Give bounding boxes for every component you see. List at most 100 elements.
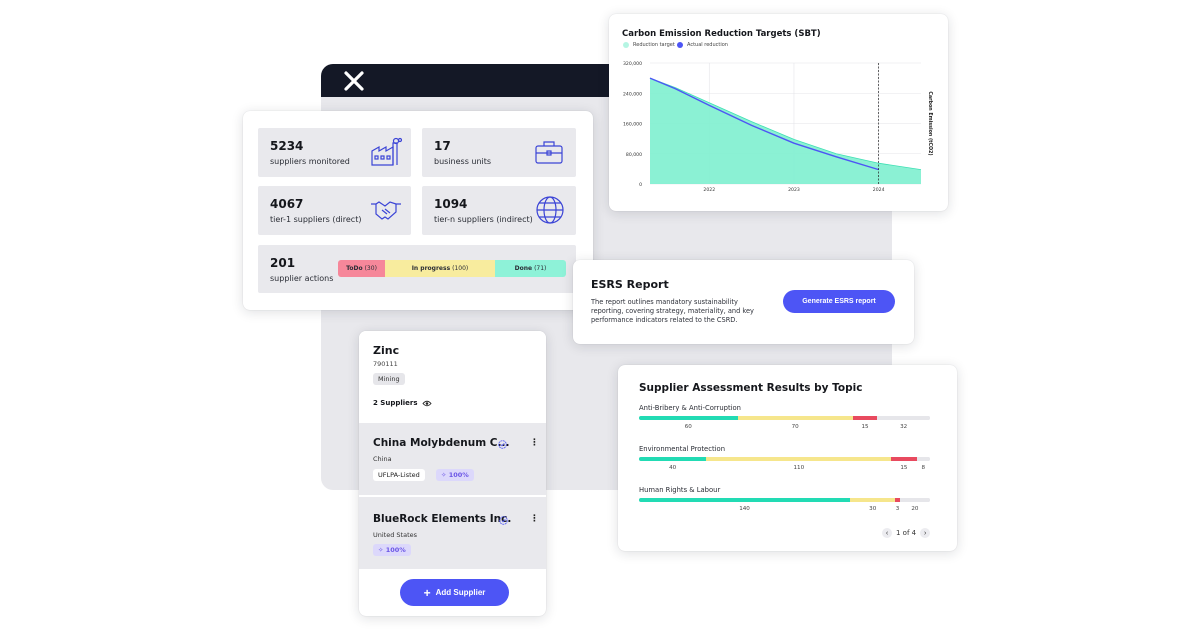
topic-segment-value: 15 xyxy=(900,465,908,471)
topic-segment-value: 15 xyxy=(861,424,869,430)
topic-segment-value: 40 xyxy=(669,465,677,471)
legend-item-actual-reduction: Actual reduction xyxy=(677,42,728,48)
stat-tiern-suppliers[interactable]: 1094 tier-n suppliers (indirect) xyxy=(422,186,576,235)
handshake-icon xyxy=(371,201,401,220)
topic-segment-value: 32 xyxy=(900,424,908,430)
topic-bar-segment xyxy=(639,498,851,502)
in-progress-segment[interactable]: In progress (100) xyxy=(385,260,495,277)
score-value: 100% xyxy=(385,546,406,554)
in-progress-count: (100) xyxy=(452,265,469,272)
legend-item-reduction-target: Reduction target xyxy=(623,42,675,48)
stat-value: 4067 xyxy=(270,197,304,211)
score-badge: ✧ 100% xyxy=(373,544,411,556)
topic-segment-value: 8 xyxy=(921,465,926,471)
x-tick-label: 2023 xyxy=(788,187,800,193)
legend-swatch xyxy=(623,42,629,48)
legend-label: Reduction target xyxy=(633,42,675,48)
x-tick-label: 2022 xyxy=(703,187,715,193)
topic-bar-segment xyxy=(737,416,853,420)
topic-segment-value: 60 xyxy=(684,424,692,430)
topic-bar-segment xyxy=(899,498,930,502)
stat-suppliers-monitored[interactable]: 5234 suppliers monitored xyxy=(258,128,411,177)
stat-value: 201 xyxy=(270,256,296,270)
page-indicator: 1 of 4 xyxy=(896,529,917,537)
topic-label: Human Rights & Labour xyxy=(639,486,721,494)
esrs-report-card: ESRS Report The report outlines mandator… xyxy=(573,260,914,344)
category-tag: Mining xyxy=(373,373,405,385)
todo-count: (30) xyxy=(364,265,377,272)
done-count: (71) xyxy=(534,265,547,272)
briefcase-icon xyxy=(535,141,563,164)
stat-supplier-actions[interactable]: 201 supplier actions ToDo (30) In progres… xyxy=(258,245,576,293)
topic-label: Anti-Bribery & Anti-Corruption xyxy=(639,404,741,412)
todo-label: ToDo xyxy=(346,265,363,272)
todo-segment[interactable]: ToDo (30) xyxy=(338,260,385,277)
assessment-results-card: Supplier Assessment Results by Topic Ant… xyxy=(618,365,957,551)
supplier-count[interactable]: 2 Suppliers xyxy=(373,399,432,407)
done-segment[interactable]: Done (71) xyxy=(495,260,566,277)
legend-label: Actual reduction xyxy=(687,42,728,48)
supplier-row[interactable]: China Molybdenum C... ⋮ China UFLPA-List… xyxy=(359,423,546,495)
stat-label: suppliers monitored xyxy=(270,157,350,166)
more-options-icon[interactable]: ⋮ xyxy=(530,438,539,448)
supplier-name: China Molybdenum C... xyxy=(373,437,510,449)
topic-label: Environmental Protection xyxy=(639,445,725,453)
topic-segment-value: 30 xyxy=(869,506,877,512)
topic-bar[interactable] xyxy=(639,457,930,461)
add-supplier-button[interactable]: + Add Supplier xyxy=(400,579,509,606)
topic-bar-segment xyxy=(852,416,878,420)
in-progress-label: In progress xyxy=(411,265,451,272)
chart-title: Carbon Emission Reduction Targets (SBT) xyxy=(622,29,821,39)
verified-icon xyxy=(499,516,508,525)
score-value: 100% xyxy=(448,471,469,479)
topic-bar-segment xyxy=(895,498,900,502)
eye-icon xyxy=(421,400,432,406)
topic-bar[interactable] xyxy=(639,416,930,420)
topic-bar-segment xyxy=(877,416,930,420)
stat-tier1-suppliers[interactable]: 4067 tier-1 suppliers (direct) xyxy=(258,186,411,235)
topic-segment-value: 3 xyxy=(895,506,900,512)
y-tick-label: 240,000 xyxy=(623,91,642,97)
supplier-country: China xyxy=(373,455,392,463)
stat-business-units[interactable]: 17 business units xyxy=(422,128,576,177)
supplier-country: United States xyxy=(373,531,418,539)
more-options-icon[interactable]: ⋮ xyxy=(530,514,539,524)
legend-swatch xyxy=(677,42,683,48)
x-tick-label: 2024 xyxy=(873,187,885,193)
topic-bar-segment xyxy=(891,457,917,461)
stat-value: 5234 xyxy=(270,139,304,153)
previous-page-button[interactable]: ‹ xyxy=(882,528,892,538)
globe-icon xyxy=(536,196,564,224)
esrs-title: ESRS Report xyxy=(591,278,669,291)
stats-card: 5234 suppliers monitored 17 business uni… xyxy=(243,111,593,310)
topic-bar[interactable] xyxy=(639,498,930,502)
add-supplier-label: Add Supplier xyxy=(435,588,486,597)
pagination: ‹ 1 of 4 › xyxy=(882,528,931,538)
topic-bar-segment xyxy=(706,457,892,461)
y-tick-label: 0 xyxy=(639,182,642,188)
stat-label: supplier actions xyxy=(270,274,334,283)
topic-segment-value: 20 xyxy=(911,506,919,512)
topic-bar-segment xyxy=(639,416,738,420)
y-axis-label: Carbon Emission (tCO2) xyxy=(927,91,933,155)
plus-icon: + xyxy=(423,585,431,600)
y-tick-label: 80,000 xyxy=(626,152,642,158)
supplier-row[interactable]: BlueRock Elements Inc. ⋮ United States ✧… xyxy=(359,497,546,569)
factory-icon xyxy=(371,137,402,166)
material-header: Zinc 790111 Mining 2 Suppliers xyxy=(359,331,546,423)
next-page-button[interactable]: › xyxy=(920,528,931,538)
score-badge: ✧ 100% xyxy=(436,469,474,481)
material-name: Zinc xyxy=(373,344,400,357)
uflpa-tag: UFLPA-Listed xyxy=(373,469,425,481)
assessment-title: Supplier Assessment Results by Topic xyxy=(639,382,863,394)
sparkle-icon: ✧ xyxy=(441,471,447,479)
y-tick-label: 160,000 xyxy=(623,122,642,128)
esrs-description: The report outlines mandatory sustainabi… xyxy=(591,298,754,324)
stat-label: business units xyxy=(434,157,492,166)
generate-esrs-report-button[interactable]: Generate ESRS report xyxy=(783,290,895,313)
verified-icon xyxy=(498,440,507,449)
series-reduction-target-line xyxy=(649,77,922,171)
stat-value: 17 xyxy=(434,139,451,153)
sparkle-icon: ✧ xyxy=(378,546,384,554)
supplier-count-label: 2 Suppliers xyxy=(373,399,418,407)
